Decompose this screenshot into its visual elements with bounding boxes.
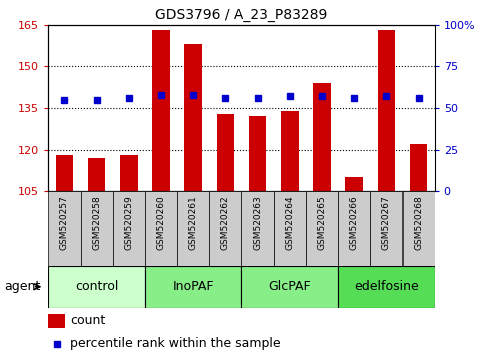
Bar <box>113 191 145 266</box>
Text: GSM520265: GSM520265 <box>317 195 327 250</box>
Bar <box>338 191 370 266</box>
Bar <box>281 111 298 191</box>
Text: GSM520266: GSM520266 <box>350 195 359 250</box>
Bar <box>338 266 435 308</box>
Bar <box>48 314 65 328</box>
Bar <box>410 144 427 191</box>
Bar <box>88 158 105 191</box>
Bar <box>216 114 234 191</box>
Text: GSM520262: GSM520262 <box>221 195 230 250</box>
Bar <box>274 191 306 266</box>
Text: GSM520261: GSM520261 <box>189 195 198 250</box>
Bar <box>120 155 138 191</box>
Text: GSM520263: GSM520263 <box>253 195 262 250</box>
Bar <box>242 191 274 266</box>
Bar <box>306 191 338 266</box>
Text: edelfosine: edelfosine <box>354 280 419 293</box>
Text: agent: agent <box>4 280 40 293</box>
Text: percentile rank within the sample: percentile rank within the sample <box>70 337 281 350</box>
Text: GSM520264: GSM520264 <box>285 195 294 250</box>
Bar <box>345 177 363 191</box>
Bar <box>48 191 81 266</box>
Bar <box>56 155 73 191</box>
Text: GSM520258: GSM520258 <box>92 195 101 250</box>
Text: GSM520268: GSM520268 <box>414 195 423 250</box>
Text: GSM520260: GSM520260 <box>156 195 166 250</box>
Text: InoPAF: InoPAF <box>172 280 214 293</box>
Text: GSM520259: GSM520259 <box>124 195 133 250</box>
Bar <box>209 191 242 266</box>
Bar <box>145 191 177 266</box>
Bar <box>402 191 435 266</box>
Bar <box>370 191 402 266</box>
Bar <box>145 266 242 308</box>
Text: GSM520267: GSM520267 <box>382 195 391 250</box>
Text: count: count <box>70 314 105 327</box>
Bar <box>152 30 170 191</box>
Text: GlcPAF: GlcPAF <box>269 280 311 293</box>
Text: control: control <box>75 280 118 293</box>
Bar <box>313 83 331 191</box>
Bar <box>242 266 338 308</box>
Bar <box>48 266 145 308</box>
Bar <box>81 191 113 266</box>
Bar <box>378 30 395 191</box>
Bar <box>185 44 202 191</box>
Bar <box>177 191 209 266</box>
Title: GDS3796 / A_23_P83289: GDS3796 / A_23_P83289 <box>156 8 327 22</box>
Text: GSM520257: GSM520257 <box>60 195 69 250</box>
Bar <box>249 116 267 191</box>
